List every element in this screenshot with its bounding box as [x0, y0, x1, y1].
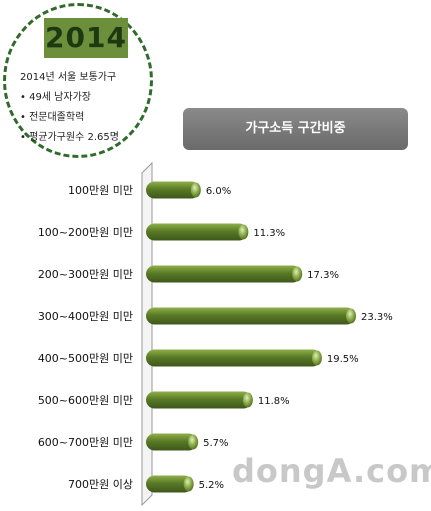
- category-label: 600~700만원 미만: [38, 436, 133, 449]
- bar-end-cap: [346, 308, 356, 324]
- info-bullet-age: • 49세 남자가장: [20, 92, 91, 103]
- value-label: 19.5%: [327, 354, 359, 365]
- value-label: 5.7%: [203, 438, 228, 449]
- bar-end-cap: [183, 476, 194, 492]
- info-bullet-education: • 전문대졸학력: [20, 112, 85, 123]
- category-label: 100~200만원 미만: [38, 226, 133, 239]
- bar-end-cap: [242, 392, 253, 408]
- watermark: dongA.com: [232, 452, 431, 490]
- bar: [146, 433, 198, 451]
- value-label: 17.3%: [307, 270, 339, 281]
- category-label: 300~400만원 미만: [38, 310, 133, 323]
- category-label: 700만원 이상: [68, 478, 133, 491]
- info-bullet-household: • 평균가구원수 2.65명: [20, 132, 119, 143]
- category-label: 500~600만원 미만: [38, 394, 133, 407]
- bar-end-cap: [188, 434, 199, 450]
- category-label: 400~500만원 미만: [38, 352, 133, 365]
- category-label: 100만원 미만: [68, 184, 133, 197]
- bar-end-cap: [311, 350, 322, 366]
- value-label: 11.8%: [258, 396, 290, 407]
- bar: [146, 391, 252, 409]
- bar-end-cap: [238, 224, 249, 240]
- chart-title: 가구소득 구간비중: [183, 108, 408, 150]
- value-label: 23.3%: [361, 312, 393, 323]
- y-axis: [141, 161, 153, 507]
- bar-end-cap: [292, 266, 303, 282]
- bar: [146, 475, 193, 493]
- bar: [146, 307, 355, 325]
- bar: [146, 265, 302, 283]
- bar: [146, 223, 248, 241]
- year-badge: 2014: [44, 18, 128, 58]
- info-circle: 2014 2014년 서울 보통가구 • 49세 남자가장 • 전문대졸학력 •…: [3, 3, 153, 158]
- value-label: 6.0%: [206, 186, 231, 197]
- category-label: 200~300만원 미만: [38, 268, 133, 281]
- bar: [146, 181, 200, 199]
- bar: [146, 349, 321, 367]
- bar-end-cap: [190, 182, 201, 198]
- value-label: 11.3%: [253, 228, 285, 239]
- value-label: 5.2%: [199, 480, 224, 491]
- info-title: 2014년 서울 보통가구: [20, 72, 117, 83]
